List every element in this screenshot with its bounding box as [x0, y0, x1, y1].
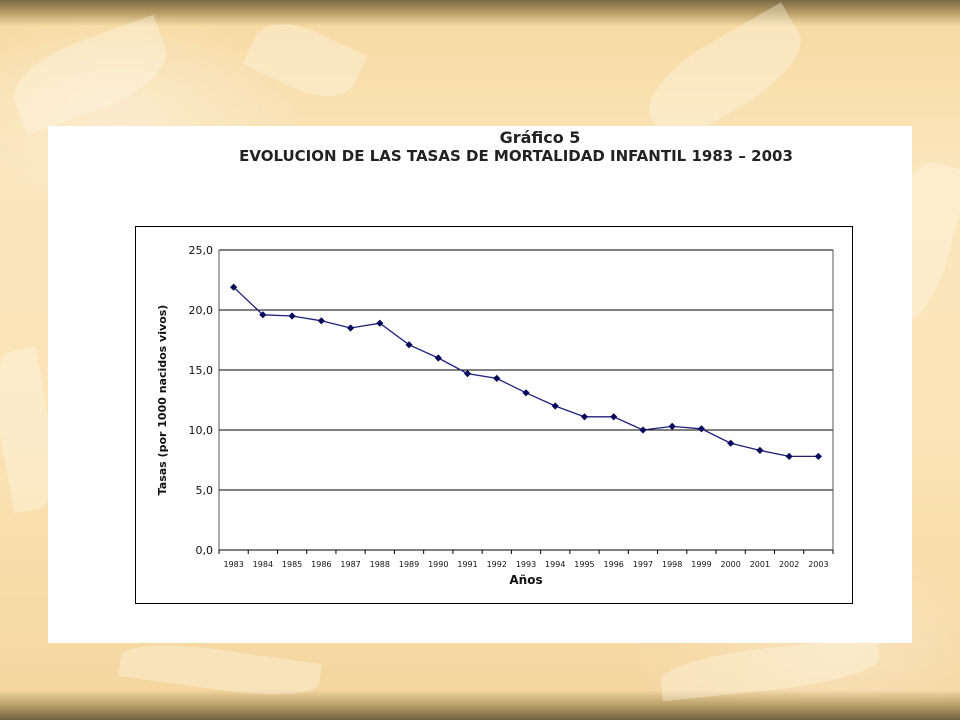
data-point — [493, 374, 501, 382]
x-axis-title: Años — [509, 573, 542, 587]
data-point — [288, 312, 296, 320]
data-point — [756, 446, 764, 454]
x-tick-label: 1995 — [574, 560, 594, 569]
data-point — [405, 341, 413, 349]
x-tick-label: 1999 — [691, 560, 711, 569]
x-tick-label: 1992 — [487, 560, 507, 569]
y-axis-title: Tasas (por 1000 nacidos vivos) — [156, 305, 169, 496]
chart-panel: Gráfico 5 EVOLUCION DE LAS TASAS DE MORT… — [48, 126, 912, 643]
x-tick-label: 1996 — [604, 560, 624, 569]
x-tick-label: 1989 — [399, 560, 419, 569]
y-tick-label: 20,0 — [189, 304, 214, 317]
data-point — [551, 402, 559, 410]
data-point — [580, 413, 589, 421]
y-tick-label: 15,0 — [189, 364, 214, 377]
y-tick-label: 25,0 — [189, 244, 214, 257]
x-tick-label: 2002 — [779, 560, 799, 569]
x-tick-label: 1993 — [516, 560, 536, 569]
x-tick-label: 1985 — [282, 560, 302, 569]
chart-subtitle: EVOLUCION DE LAS TASAS DE MORTALIDAD INF… — [239, 147, 793, 165]
data-point — [668, 422, 676, 430]
x-tick-label: 1991 — [457, 560, 477, 569]
data-point — [522, 389, 530, 397]
y-tick-label: 5,0 — [196, 484, 214, 497]
data-point — [785, 452, 793, 460]
x-tick-label: 2000 — [720, 560, 740, 569]
data-point — [346, 324, 355, 332]
data-point — [610, 413, 618, 421]
y-tick-label: 0,0 — [196, 544, 214, 557]
x-tick-label: 1983 — [223, 560, 243, 569]
data-point — [230, 283, 238, 291]
line-chart: 0,0 5,0 10,0 15,0 20,0 25,0 1983 1984 1985 1986 19… — [156, 244, 834, 587]
y-tick-label: 10,0 — [189, 424, 214, 437]
series-line — [233, 286, 819, 458]
bottom-decorative-band — [0, 690, 960, 720]
x-tick-label: 2001 — [750, 560, 770, 569]
x-tick-label: 1986 — [311, 560, 331, 569]
x-tick-label: 1994 — [545, 560, 565, 569]
data-point — [376, 319, 384, 327]
x-tick-label: 1990 — [428, 560, 448, 569]
x-tick-label: 1997 — [633, 560, 653, 569]
data-point — [639, 426, 647, 434]
x-tick-label: 1984 — [253, 560, 273, 569]
top-decorative-band — [0, 0, 960, 26]
x-tick-label: 1998 — [662, 560, 682, 569]
background-leaf — [2, 14, 178, 136]
data-point — [697, 425, 706, 433]
data-point — [463, 370, 472, 378]
chart-title: Gráfico 5 — [499, 128, 581, 147]
data-point — [814, 452, 822, 460]
x-tick-label: 2003 — [808, 560, 828, 569]
data-point — [317, 317, 325, 325]
data-point — [727, 439, 735, 447]
data-point — [434, 354, 442, 362]
x-tick-label: 1987 — [340, 560, 360, 569]
x-tick-label: 1988 — [370, 560, 390, 569]
chart-frame — [135, 226, 853, 604]
